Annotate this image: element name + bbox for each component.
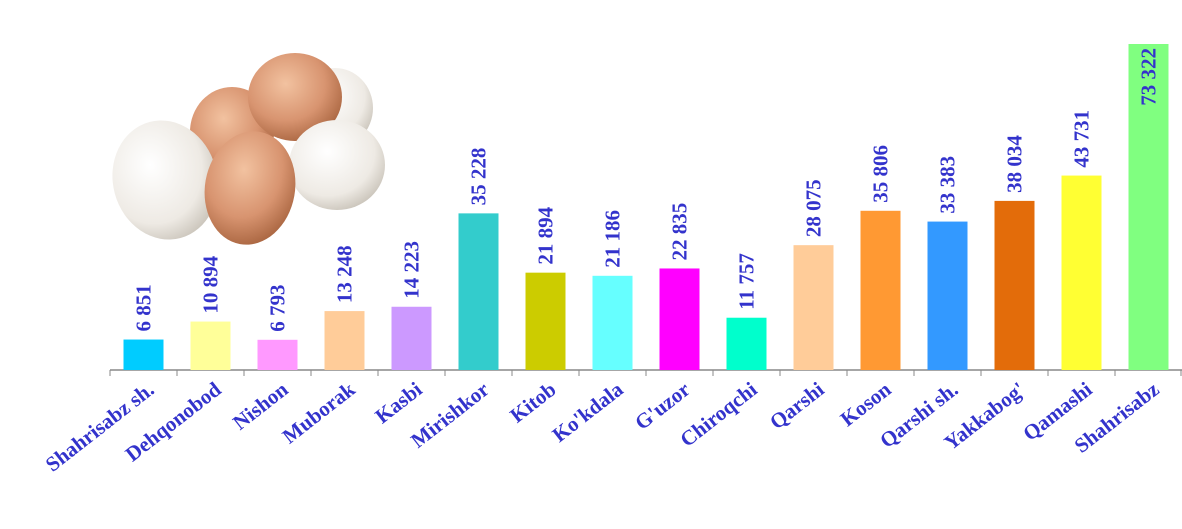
bar xyxy=(659,268,700,370)
value-label: 38 034 xyxy=(1003,135,1027,193)
bar xyxy=(324,311,365,370)
bar xyxy=(257,339,298,370)
bar xyxy=(123,339,164,370)
bar xyxy=(525,272,566,370)
x-tick-label: Kasbi xyxy=(370,377,426,428)
bar xyxy=(994,200,1035,370)
value-label: 28 075 xyxy=(802,179,826,237)
value-label: 21 894 xyxy=(534,206,558,264)
value-label: 6 793 xyxy=(266,285,290,332)
value-label: 35 228 xyxy=(467,148,491,206)
bar xyxy=(190,321,231,370)
value-label: 43 731 xyxy=(1070,110,1094,168)
x-tick-label: Ko'kdala xyxy=(547,377,627,447)
bar xyxy=(860,210,901,370)
value-label: 10 894 xyxy=(199,255,223,313)
bar xyxy=(1128,44,1169,370)
value-label: 73 322 xyxy=(1137,48,1161,106)
value-label: 13 248 xyxy=(333,245,357,303)
value-label: 11 757 xyxy=(735,253,759,310)
eggs-image xyxy=(112,53,385,245)
x-tick-label: Kitob xyxy=(505,377,560,428)
bar xyxy=(793,245,834,370)
bar xyxy=(391,306,432,370)
value-label: 35 806 xyxy=(869,145,893,203)
bar xyxy=(458,213,499,370)
value-label: 21 186 xyxy=(601,210,625,268)
bar xyxy=(927,221,968,370)
bar xyxy=(726,317,767,370)
x-tick-label: Muborak xyxy=(278,377,360,449)
value-label: 22 835 xyxy=(668,203,692,261)
x-tick-label: Koson xyxy=(836,377,896,431)
bar xyxy=(1061,175,1102,370)
value-label: 14 223 xyxy=(400,241,424,299)
value-label: 33 383 xyxy=(936,156,960,214)
value-label: 6 851 xyxy=(132,284,156,331)
bar xyxy=(592,275,633,370)
x-tick-label: Qarshi xyxy=(765,377,829,434)
